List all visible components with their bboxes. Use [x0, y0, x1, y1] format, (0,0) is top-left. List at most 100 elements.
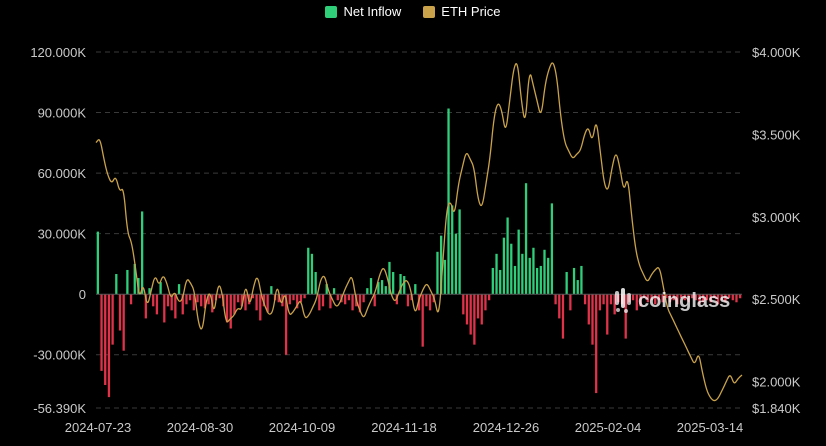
inflow-bar [683, 294, 686, 301]
inflow-bar [716, 294, 720, 305]
inflow-bar [665, 294, 668, 299]
inflow-bar [403, 276, 406, 295]
inflow-bar [133, 263, 136, 295]
coinglass-logo-icon [615, 288, 631, 313]
y-left-tick-label: -56.390K [33, 401, 86, 416]
inflow-bar [174, 294, 177, 319]
legend: Net Inflow ETH Price [0, 4, 826, 19]
inflow-bar [244, 294, 247, 311]
y-left-tick-label: 0 [79, 287, 86, 302]
inflow-bar [661, 294, 664, 303]
inflow-bar [181, 294, 184, 315]
inflow-bar [366, 288, 369, 295]
inflow-bar [487, 294, 491, 301]
inflow-bar [739, 294, 742, 299]
inflow-bar [580, 265, 583, 295]
legend-item-eth-price[interactable]: ETH Price [423, 4, 501, 19]
y-right-tick-label: $2.000K [752, 375, 801, 390]
y-right-tick-label: $3.500K [752, 127, 801, 142]
inflow-bar [148, 288, 151, 295]
inflow-bar [318, 294, 321, 311]
inflow-bar [107, 294, 111, 398]
x-tick-label: 2024-11-18 [371, 420, 437, 435]
legend-label-eth-price: ETH Price [441, 4, 501, 19]
inflow-bar [609, 294, 613, 305]
inflow-bar [251, 294, 255, 299]
inflow-bar [144, 294, 147, 319]
inflow-bar [502, 237, 506, 295]
inflow-bar [218, 294, 221, 299]
inflow-bar [624, 294, 627, 339]
inflow-bar [185, 294, 188, 305]
inflow-bar [129, 294, 133, 305]
inflow-bar [547, 257, 550, 295]
inflow-bar [344, 294, 347, 305]
inflow-bar [329, 294, 332, 309]
inflow-bar [170, 294, 173, 311]
y-left-tick-label: -30.000K [33, 348, 86, 363]
inflow-bar [115, 274, 118, 295]
inflow-bar [428, 294, 432, 311]
inflow-bar [240, 294, 243, 307]
inflow-bar [702, 294, 705, 303]
inflow-bar [587, 294, 590, 325]
inflow-bar [203, 294, 207, 309]
inflow-bar [513, 265, 517, 295]
inflow-bar [672, 294, 675, 301]
inflow-bar [236, 294, 240, 303]
legend-item-net-inflow[interactable]: Net Inflow [325, 4, 401, 19]
inflow-bar [543, 249, 546, 295]
inflow-bar [248, 294, 251, 305]
inflow-bar [233, 294, 236, 315]
inflow-bar [724, 294, 727, 303]
inflow-bar [192, 294, 195, 311]
inflow-bar [469, 294, 472, 335]
inflow-bar [595, 294, 598, 394]
y-left-tick-label: 120.000K [30, 45, 86, 60]
inflow-bar [296, 294, 299, 309]
inflow-bar [583, 294, 587, 305]
inflow-bar [727, 294, 731, 299]
inflow-bar [687, 294, 690, 303]
inflow-bar [473, 294, 476, 345]
inflow-bar [598, 294, 602, 311]
inflow-bar [358, 294, 362, 313]
inflow-bar [155, 294, 159, 315]
inflow-bar [141, 211, 144, 295]
eth-price-swatch [423, 5, 436, 18]
inflow-bar [484, 294, 487, 311]
inflow-bar [200, 294, 203, 307]
eth-price-line [95, 62, 743, 402]
legend-label-net-inflow: Net Inflow [343, 4, 402, 19]
inflow-bar [207, 294, 210, 305]
inflow-bar [691, 294, 694, 299]
inflow-bar [292, 294, 295, 301]
inflow-bar [676, 294, 679, 305]
inflow-bar [152, 294, 155, 307]
inflow-bar [377, 282, 380, 295]
y-right-tick-label: $1.840K [752, 401, 801, 416]
inflow-bar [602, 294, 605, 305]
inflow-bar [480, 294, 483, 325]
watermark-text: coinglass [638, 289, 731, 312]
x-tick-label: 2025-02-04 [575, 420, 642, 435]
watermark: coinglass [612, 288, 730, 314]
inflow-bar [495, 253, 498, 295]
inflow-bar [399, 274, 402, 295]
inflow-bar [177, 284, 181, 295]
inflow-bar [392, 271, 395, 295]
inflow-bar [510, 243, 513, 295]
inflow-bar [347, 294, 351, 301]
inflow-bar [321, 294, 325, 307]
inflow-bar [657, 294, 661, 301]
x-tick-label: 2024-10-09 [269, 420, 336, 435]
inflow-bar [100, 294, 103, 371]
inflow-bar [163, 294, 166, 323]
y-left-tick-label: 60.000K [38, 166, 87, 181]
inflow-bar [159, 282, 162, 295]
inflow-bar [369, 278, 373, 295]
y-right-tick-label: $3.000K [752, 210, 801, 225]
inflow-bar [447, 108, 450, 295]
inflow-bar [606, 294, 609, 335]
